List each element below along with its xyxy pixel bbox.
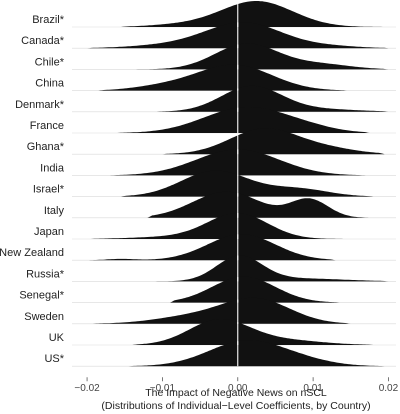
country-label-uk: UK: [49, 332, 65, 344]
country-label-russia: Russia*: [26, 268, 65, 280]
country-label-india: India: [40, 162, 65, 174]
ridge-us: [128, 340, 385, 367]
ridge-brazil: [121, 1, 385, 27]
country-label-france: France: [30, 120, 64, 132]
country-label-italy: Italy: [44, 205, 65, 217]
ridge-senegal: [170, 276, 340, 303]
country-label-denmark: Denmark*: [15, 99, 65, 111]
x-tick-label-1: −0.01: [150, 383, 176, 394]
country-label-israel: Israel*: [33, 184, 65, 196]
x-tick-label-4: 0.02: [379, 383, 399, 394]
x-tick-label-0: −0.02: [74, 383, 100, 394]
country-label-chile: Chile*: [35, 56, 65, 68]
country-label-senegal: Senegal*: [19, 290, 64, 302]
country-label-japan: Japan: [34, 226, 64, 238]
ridge-uk: [132, 319, 374, 345]
x-tick-label-2: 0.00: [228, 383, 248, 394]
country-labels: Brazil* Canada* Chile* China Denmark* France G…: [0, 14, 65, 365]
x-tick-label-3: 0.01: [303, 383, 323, 394]
x-axis-subtitle: (Distributions of Individual−Level Coeff…: [101, 400, 370, 412]
ridge-ghana: [162, 128, 385, 155]
ridge-denmark: [154, 85, 389, 112]
ridge-new-zealand: [87, 234, 336, 261]
country-label-brazil: Brazil*: [32, 14, 65, 26]
x-axis-title: The Impact of Negative News on nSCL: [145, 387, 327, 399]
ridge-france: [117, 107, 370, 133]
ridge-russia: [109, 255, 389, 282]
country-label-china: China: [35, 78, 65, 90]
ridge-chile: [132, 43, 389, 70]
ridge-italy: [147, 191, 378, 218]
ridge-israel: [121, 170, 374, 197]
country-label-sweden: Sweden: [24, 311, 64, 323]
ridge-japan: [90, 213, 348, 239]
country-label-canada: Canada*: [21, 35, 65, 47]
country-label-ghana: Ghana*: [27, 141, 65, 153]
ridge-sweden: [90, 297, 351, 324]
country-label-new-zealand: New Zealand: [0, 247, 64, 259]
ridge-china: [98, 64, 348, 91]
x-axis: −0.02 −0.01 0.00 0.01 0.02: [74, 377, 399, 394]
country-label-us: US*: [44, 353, 64, 365]
